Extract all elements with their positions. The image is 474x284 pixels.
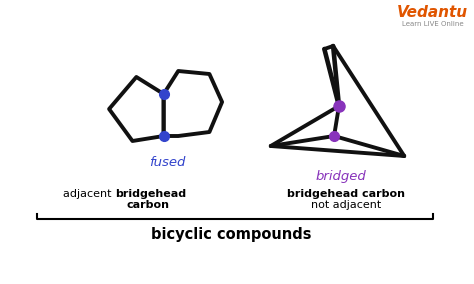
Text: bridgehead carbon: bridgehead carbon <box>287 189 405 199</box>
Text: carbon: carbon <box>127 200 170 210</box>
Text: bridged: bridged <box>316 170 366 183</box>
Text: fused: fused <box>149 156 186 168</box>
Text: Vedantu: Vedantu <box>397 5 468 20</box>
Text: bicyclic compounds: bicyclic compounds <box>151 227 311 241</box>
Text: adjacent: adjacent <box>63 189 115 199</box>
Text: not adjacent: not adjacent <box>310 200 381 210</box>
Text: bridgehead: bridgehead <box>115 189 186 199</box>
Text: Learn LIVE Online: Learn LIVE Online <box>401 21 463 27</box>
